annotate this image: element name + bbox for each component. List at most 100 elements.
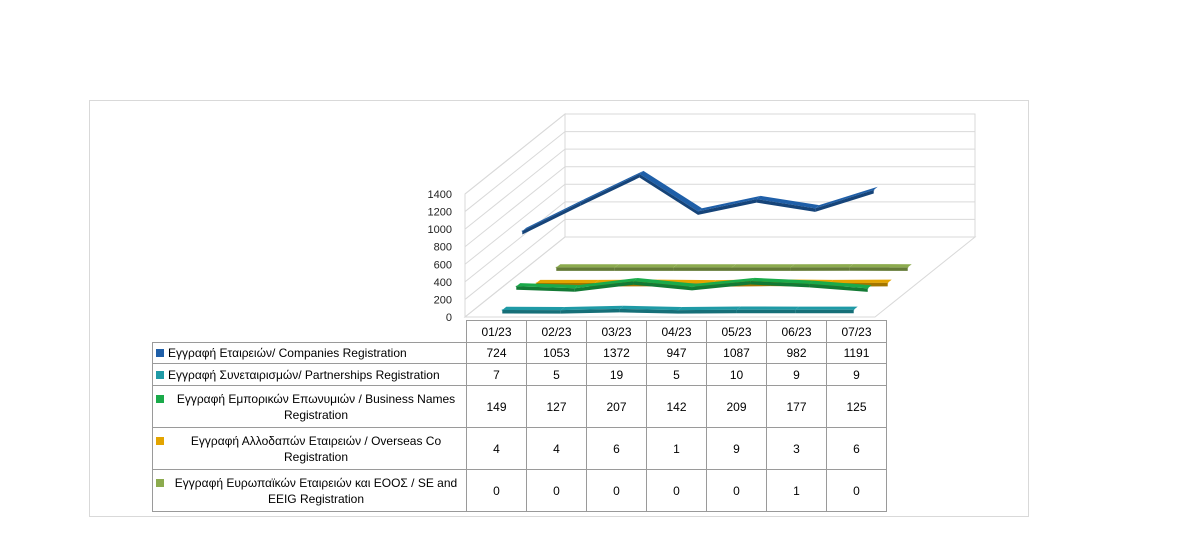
series-ribbon-top [795,306,858,310]
series-ribbon-side [614,267,674,271]
series-ribbon-side [795,309,854,314]
series-ribbon-side [580,174,640,206]
series-ribbon-side [809,283,868,292]
gridline [464,236,975,318]
data-value-cell: 149 [466,385,527,428]
series-ribbon-side [516,286,575,292]
series-ribbon-top [750,277,814,284]
data-value-cell: 1053 [526,342,587,364]
data-value-cell: 0 [826,469,887,512]
data-value-cell: 6 [826,427,887,470]
back-wall [564,113,976,238]
series-ribbon-top [580,170,644,203]
data-point [560,309,562,311]
data-value-cell: 0 [466,469,527,512]
series-ribbon-side [756,199,816,212]
series-ribbon-side [574,281,634,292]
data-value-cell: 6 [586,427,647,470]
series-ribbon-top [829,279,892,284]
data-value-cell: 19 [586,363,647,386]
data-point [853,309,855,311]
y-tick-label: 1400 [428,189,452,201]
gridline [464,218,975,300]
series-ribbon-top [614,264,678,268]
table-row: Εγγραφή Εταιρειών/ Companies Registratio… [152,342,887,364]
data-value-cell: 1 [646,427,707,470]
data-value-cell: 9 [826,363,887,386]
series-ribbon-side [502,309,561,314]
series-name: Εγγραφή Ευρωπαϊκών Εταιρειών και ΕΟΟΣ / … [174,475,458,506]
series-ribbon-top [809,280,872,289]
series-ribbon-side [619,308,678,314]
data-value-cell: 10 [706,363,767,386]
category-label: 05/23 [706,320,767,343]
data-value-cell: 3 [766,427,827,470]
data-value-cell: 982 [766,342,827,364]
series-ribbon-side [678,309,737,314]
series-label-cell: Εγγραφή Συνεταιρισμών/ Partnerships Regi… [152,363,467,386]
series-ribbon-top [673,264,736,268]
gridline [464,131,975,212]
data-point [873,189,875,191]
category-label: 04/23 [646,320,707,343]
category-label: 07/23 [826,320,887,343]
series-ribbon-side [673,267,732,271]
series-label-cell: Εγγραφή Αλλοδαπών Εταιρειών / Overseas C… [152,427,467,470]
data-point [691,286,693,288]
y-tick-label: 800 [434,242,452,254]
series-label-cell: Εγγραφή Ευρωπαϊκών Εταιρειών και ΕΟΟΣ / … [152,469,467,512]
data-point [555,266,557,268]
y-tick-label: 0 [446,312,452,324]
data-value-cell: 127 [526,385,587,428]
data-value-cell: 0 [646,469,707,512]
series-name: Εγγραφή Συνεταιρισμών/ Partnerships Regi… [168,367,440,382]
series-ribbon-side [522,202,581,235]
series-ribbon-top [556,264,619,268]
table-row: Εγγραφή Συνεταιρισμών/ Partnerships Regi… [152,363,887,386]
plot-area: 0 200 400 600 800 1000 1200 1400 [428,112,977,324]
series-ribbon-side [639,174,698,215]
data-value-cell: 9 [766,363,827,386]
data-point [697,210,699,212]
series-ribbon-side [849,267,908,271]
table-corner [152,320,467,343]
series-ribbon-side [790,267,850,271]
series-ribbon-top [639,170,702,212]
series-line [521,170,878,235]
series-ribbon-top [678,306,741,311]
data-point [632,280,635,282]
series-ribbon-top [502,306,565,311]
series-ribbon-top [574,278,638,289]
data-point [789,266,792,268]
series-ribbon-side [750,281,810,288]
table-row: Εγγραφή Εμπορικών Επωνυμιών / Business N… [152,385,887,428]
series-ribbon-side [560,308,620,314]
gridline [464,166,975,248]
series-ribbon-top [698,195,761,212]
series-ribbon-top [692,277,755,287]
category-label: 03/23 [586,320,647,343]
category-label: 01/23 [466,320,527,343]
series-ribbon-top [756,195,820,209]
data-value-cell: 947 [646,342,707,364]
data-point [867,287,869,290]
series-ribbon-top [522,198,585,231]
data-point [907,266,909,268]
data-value-cell: 0 [586,469,647,512]
data-point [580,201,582,203]
legend-swatch [156,370,164,379]
series-line [555,264,912,271]
data-value-cell: 4 [466,427,527,470]
data-value-cell: 1087 [706,342,767,364]
legend-swatch [156,478,164,487]
series-label-cell: Εγγραφή Εταιρειών/ Companies Registratio… [152,342,467,364]
series-name: Εγγραφή Εμπορικών Επωνυμιών / Business N… [176,391,456,422]
series-label-cell: Εγγραφή Εμπορικών Επωνυμιών / Business N… [152,385,467,428]
data-point [848,266,850,268]
data-point [887,282,889,284]
data-point [808,283,810,285]
legend-swatch [156,349,164,357]
data-point [672,266,675,268]
series-ribbon-side [633,281,692,291]
data-point [614,266,616,268]
